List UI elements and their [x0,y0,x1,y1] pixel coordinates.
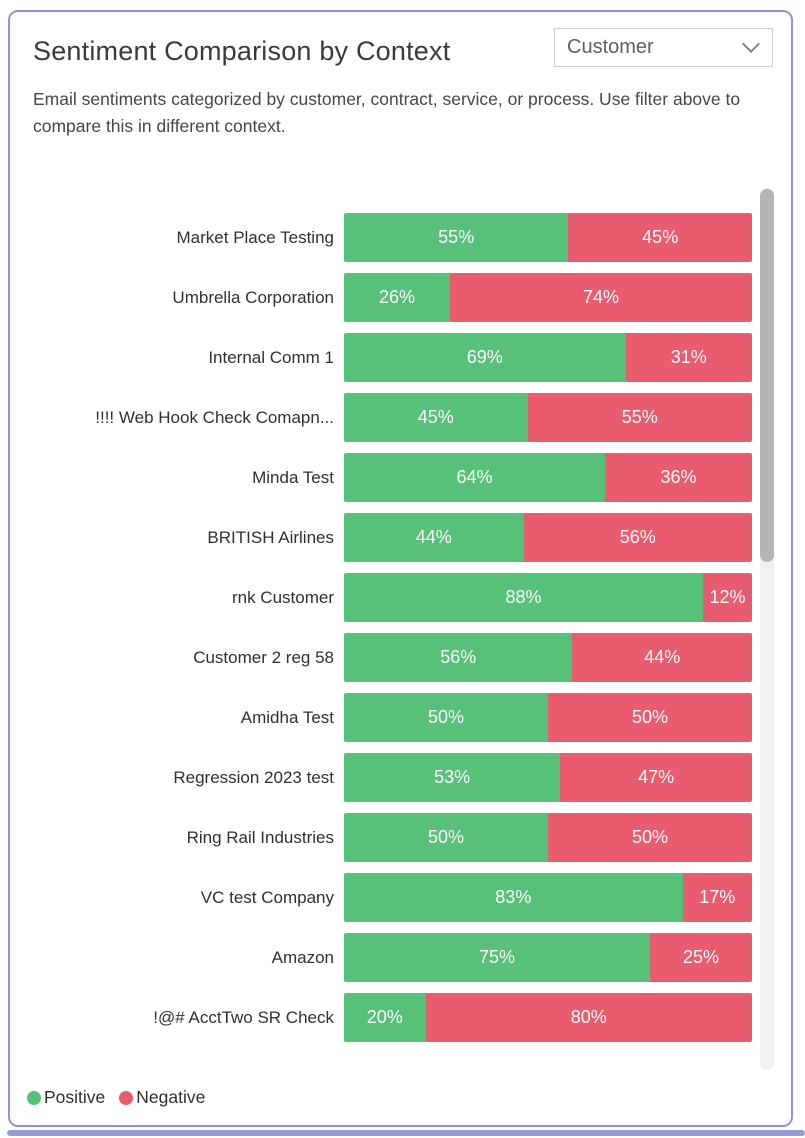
negative-segment[interactable]: 12% [703,573,752,622]
negative-segment[interactable]: 74% [450,273,752,322]
chart-row: Regression 2023 test 53% 47% [10,753,791,813]
stacked-bar[interactable]: 26% 74% [344,273,752,322]
stacked-bar[interactable]: 83% 17% [344,873,752,922]
category-label: BRITISH Airlines [207,528,334,547]
chart-row: Amazon 75% 25% [10,933,791,993]
legend-dot-icon [27,1090,41,1105]
positive-segment[interactable]: 20% [344,993,426,1042]
stacked-bar[interactable]: 53% 47% [344,753,752,802]
legend-label: Positive [44,1087,106,1107]
horizontal-scrollbar[interactable] [7,1130,805,1136]
chevron-down-icon [742,35,760,53]
negative-segment[interactable]: 31% [625,333,752,382]
chart-row: rnk Customer 88% 12% [10,573,791,633]
negative-segment[interactable]: 56% [523,513,752,562]
category-label: Market Place Testing [176,228,334,247]
chart-row: Amidha Test 50% 50% [10,693,791,753]
stacked-bar[interactable]: 20% 80% [344,993,752,1042]
negative-segment[interactable]: 50% [548,813,752,862]
legend-dot-icon [119,1090,134,1105]
stacked-bar[interactable]: 56% 44% [344,633,752,682]
legend-item[interactable]: Negative [119,1087,205,1108]
positive-segment[interactable]: 64% [344,453,606,502]
chart-row: VC test Company 83% 17% [10,873,791,933]
positive-segment[interactable]: 56% [344,633,573,682]
card-subtitle: Email sentiments categorized by customer… [33,89,741,136]
category-label: VC test Company [200,888,334,907]
positive-segment[interactable]: 75% [344,933,650,982]
stacked-bar[interactable]: 69% 31% [344,333,752,382]
category-label: Internal Comm 1 [208,348,334,367]
positive-segment[interactable]: 26% [344,273,451,322]
negative-segment[interactable]: 17% [682,873,752,922]
negative-segment[interactable]: 47% [560,753,752,802]
negative-segment[interactable]: 44% [572,633,752,682]
legend-item[interactable]: Positive [27,1087,105,1108]
category-label: Regression 2023 test [173,768,334,787]
category-label: Umbrella Corporation [172,288,334,307]
category-label: Amazon [271,948,334,967]
positive-segment[interactable]: 44% [344,513,524,562]
stacked-bar[interactable]: 50% 50% [344,693,752,742]
chart-row: BRITISH Airlines 44% 56% [10,513,791,573]
stacked-bar[interactable]: 55% 45% [344,213,752,262]
chart-row: Minda Test 64% 36% [10,453,791,513]
chart-vertical-scrollbar-thumb[interactable] [760,189,774,562]
negative-segment[interactable]: 80% [425,993,752,1042]
stacked-bar-chart: Market Place Testing 55% 45% Umbrella Co… [10,213,791,1053]
category-label: Amidha Test [240,708,334,727]
negative-segment[interactable]: 55% [527,393,752,442]
chart-row: !!!! Web Hook Check Comapn... 45% 55% [10,393,791,453]
legend-label: Negative [136,1087,206,1107]
chart-row: Umbrella Corporation 26% 74% [10,273,791,333]
category-label: Customer 2 reg 58 [193,648,334,667]
positive-segment[interactable]: 88% [344,573,704,622]
positive-segment[interactable]: 69% [344,333,626,382]
positive-segment[interactable]: 53% [344,753,561,802]
chart-vertical-scrollbar[interactable] [760,188,774,1070]
negative-segment[interactable]: 45% [568,213,752,262]
context-filter-selected-value: Customer [567,36,654,58]
negative-segment[interactable]: 50% [548,693,752,742]
sentiment-comparison-card: Sentiment Comparison by Context Customer… [8,10,793,1127]
stacked-bar[interactable]: 88% 12% [344,573,752,622]
negative-segment[interactable]: 36% [605,453,752,502]
stacked-bar[interactable]: 64% 36% [344,453,752,502]
context-filter-dropdown[interactable]: Customer [554,28,773,67]
stacked-bar[interactable]: 75% 25% [344,933,752,982]
chart-legend: Positive Negative [27,1087,205,1108]
stacked-bar[interactable]: 50% 50% [344,813,752,862]
category-label: !!!! Web Hook Check Comapn... [95,408,334,427]
positive-segment[interactable]: 50% [344,693,548,742]
chart-row: Ring Rail Industries 50% 50% [10,813,791,873]
page-title: Sentiment Comparison by Context [33,36,451,66]
positive-segment[interactable]: 83% [344,873,683,922]
positive-segment[interactable]: 50% [344,813,548,862]
chart-row: Customer 2 reg 58 56% 44% [10,633,791,693]
card-header: Sentiment Comparison by Context Customer [10,12,791,67]
chart-row: Market Place Testing 55% 45% [10,213,791,273]
category-label: !@# AcctTwo SR Check [153,1008,334,1027]
positive-segment[interactable]: 45% [344,393,528,442]
stacked-bar[interactable]: 44% 56% [344,513,752,562]
negative-segment[interactable]: 25% [650,933,752,982]
stacked-bar[interactable]: 45% 55% [344,393,752,442]
positive-segment[interactable]: 55% [344,213,569,262]
chart-row: !@# AcctTwo SR Check 20% 80% [10,993,791,1053]
category-label: Minda Test [252,468,334,487]
category-label: rnk Customer [231,588,334,607]
chart-row: Internal Comm 1 69% 31% [10,333,791,393]
category-label: Ring Rail Industries [186,828,334,847]
